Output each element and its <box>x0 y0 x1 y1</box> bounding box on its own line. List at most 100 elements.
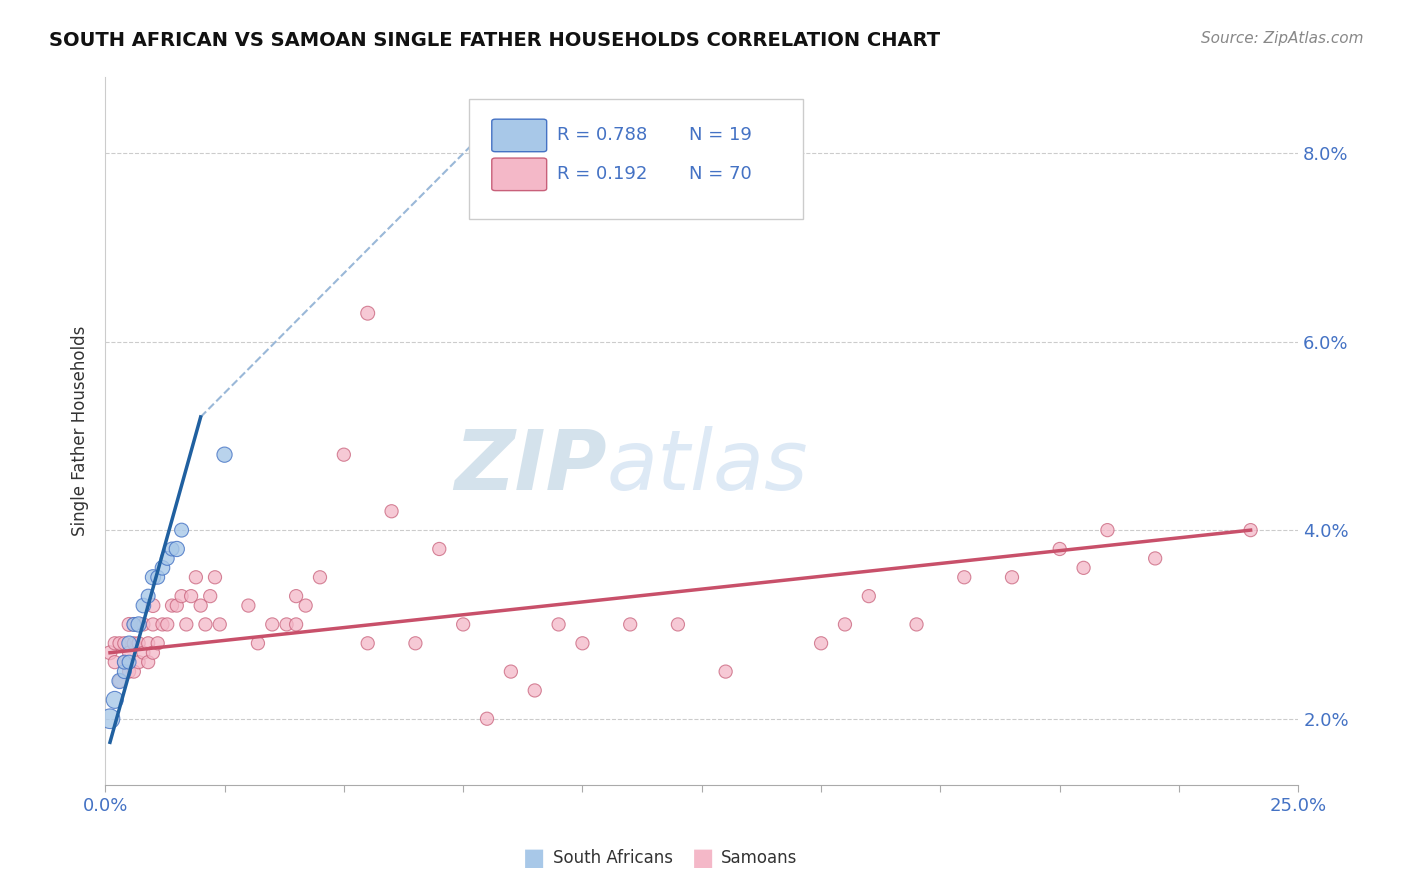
Point <box>142 617 165 632</box>
Point <box>118 636 141 650</box>
Point <box>427 541 450 556</box>
Point <box>112 655 135 669</box>
Point <box>380 504 402 518</box>
Point <box>118 646 141 660</box>
Text: ■: ■ <box>692 847 714 870</box>
Point <box>132 646 155 660</box>
Point <box>499 665 522 679</box>
Text: R = 0.788: R = 0.788 <box>557 126 648 144</box>
Point <box>104 636 127 650</box>
Point <box>122 636 145 650</box>
Point <box>1097 523 1119 537</box>
Point <box>190 599 212 613</box>
Point <box>98 646 121 660</box>
FancyBboxPatch shape <box>470 99 803 219</box>
Point <box>204 570 226 584</box>
Point <box>262 617 284 632</box>
Point <box>666 617 689 632</box>
Point <box>246 636 269 650</box>
Point <box>834 617 856 632</box>
Point <box>166 541 188 556</box>
Point <box>176 617 198 632</box>
Point <box>128 617 150 632</box>
Point <box>276 617 298 632</box>
FancyBboxPatch shape <box>492 120 547 152</box>
Text: Source: ZipAtlas.com: Source: ZipAtlas.com <box>1201 31 1364 46</box>
Point <box>208 617 231 632</box>
Point <box>214 448 236 462</box>
Point <box>118 665 141 679</box>
Point <box>136 636 159 650</box>
Point <box>294 599 316 613</box>
Point <box>122 617 145 632</box>
Point <box>128 655 150 669</box>
Point <box>714 665 737 679</box>
Point <box>238 599 260 613</box>
Point <box>333 448 356 462</box>
Point <box>104 693 127 707</box>
Point <box>953 570 976 584</box>
Point <box>1073 561 1095 575</box>
Point <box>1144 551 1167 566</box>
Point <box>122 665 145 679</box>
Point <box>166 599 188 613</box>
Point <box>858 589 880 603</box>
FancyBboxPatch shape <box>492 158 547 191</box>
Point <box>404 636 426 650</box>
Text: South Africans: South Africans <box>553 849 672 867</box>
Text: R = 0.192: R = 0.192 <box>557 165 648 183</box>
Point <box>152 617 174 632</box>
Point <box>905 617 928 632</box>
Text: ZIP: ZIP <box>454 426 606 507</box>
Point <box>285 589 308 603</box>
Point <box>357 636 380 650</box>
Point <box>200 589 222 603</box>
Point <box>132 617 155 632</box>
Point <box>146 636 169 650</box>
Point <box>523 683 546 698</box>
Point <box>451 617 474 632</box>
Point <box>128 636 150 650</box>
Point <box>156 551 179 566</box>
Point <box>184 570 207 584</box>
Point <box>112 636 135 650</box>
Point <box>180 589 202 603</box>
Point <box>136 589 159 603</box>
Text: N = 70: N = 70 <box>689 165 751 183</box>
Point <box>104 655 127 669</box>
Point <box>118 617 141 632</box>
Text: atlas: atlas <box>606 426 808 507</box>
Point <box>571 636 593 650</box>
Point <box>142 570 165 584</box>
Point <box>132 599 155 613</box>
Point <box>810 636 832 650</box>
Point <box>108 636 131 650</box>
Point <box>108 673 131 688</box>
Point <box>108 673 131 688</box>
Text: ■: ■ <box>523 847 546 870</box>
Point <box>194 617 217 632</box>
Point <box>142 599 165 613</box>
Point <box>285 617 308 632</box>
Point <box>547 617 569 632</box>
Point <box>170 589 193 603</box>
Text: N = 19: N = 19 <box>689 126 752 144</box>
Point <box>112 665 135 679</box>
Point <box>357 306 380 320</box>
Point <box>136 655 159 669</box>
Point <box>156 617 179 632</box>
Point <box>619 617 641 632</box>
Point <box>160 541 183 556</box>
Point <box>122 617 145 632</box>
Point <box>309 570 332 584</box>
Point <box>1049 541 1071 556</box>
Point <box>112 655 135 669</box>
Text: SOUTH AFRICAN VS SAMOAN SINGLE FATHER HOUSEHOLDS CORRELATION CHART: SOUTH AFRICAN VS SAMOAN SINGLE FATHER HO… <box>49 31 941 50</box>
Y-axis label: Single Father Households: Single Father Households <box>72 326 89 536</box>
Text: Samoans: Samoans <box>721 849 797 867</box>
Point <box>152 561 174 575</box>
Point <box>98 712 121 726</box>
Point <box>475 712 498 726</box>
Point <box>170 523 193 537</box>
Point <box>160 599 183 613</box>
